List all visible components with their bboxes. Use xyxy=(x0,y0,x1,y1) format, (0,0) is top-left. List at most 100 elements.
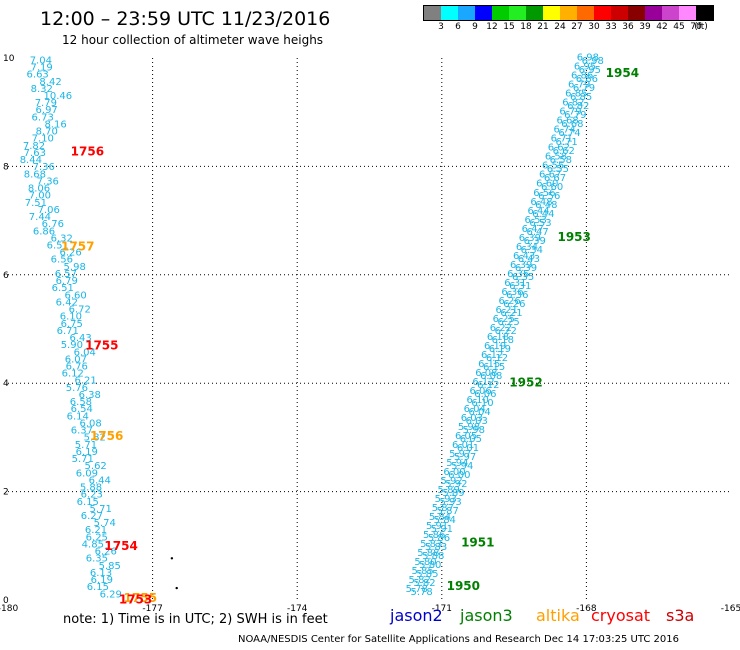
wave-height-mark: 5.78 xyxy=(406,584,428,595)
wave-height-mark: 5.71 xyxy=(72,454,94,465)
wave-height-mark: 8.06 xyxy=(28,184,50,195)
wave-height-mark: 5.91 xyxy=(431,524,453,535)
wave-height-mark: 5.98 xyxy=(463,425,485,436)
wave-height-mark: 8.70 xyxy=(36,127,58,138)
wave-height-mark: 5.71 xyxy=(75,440,97,451)
wave-height-mark: 6.42 xyxy=(56,297,78,308)
wave-height-mark: 6.76 xyxy=(66,362,88,373)
wave-height-mark: 6.25 xyxy=(497,317,519,328)
colorbar-label: 70 xyxy=(690,22,702,32)
wave-height-mark: 6.03 xyxy=(461,413,483,424)
colorbar-label: 3 xyxy=(438,22,444,32)
wave-height-marks: 7.047.196.638.428.3210.467.796.976.738.1… xyxy=(20,53,604,601)
wave-height-mark: 6.95 xyxy=(574,62,596,73)
wave-height-mark: 6.62 xyxy=(553,146,575,157)
wave-height-mark: 6.62 xyxy=(548,143,570,154)
wave-height-mark: 5.94 xyxy=(451,461,473,472)
wave-height-mark: 6.37 xyxy=(71,426,93,437)
wave-height-mark: 6.25 xyxy=(86,532,108,543)
wave-height-mark: 8.44 xyxy=(20,155,42,166)
y-tick-label: 10 xyxy=(3,54,15,64)
wave-height-mark: 7.51 xyxy=(25,198,47,209)
wave-height-mark: 5.82 xyxy=(413,578,435,589)
colorbar-swatch xyxy=(543,6,560,20)
colorbar-swatch xyxy=(458,6,475,20)
wave-height-mark: 6.29 xyxy=(100,589,122,600)
wave-height-mark: 6.43 xyxy=(518,254,540,265)
time-stamp-label: 1951 xyxy=(461,535,494,549)
legend-item-jason3: jason3 xyxy=(460,606,513,625)
wave-height-mark: 6.04 xyxy=(464,404,486,415)
wave-height-mark: 6.82 xyxy=(567,101,589,112)
wave-height-mark: 6.13 xyxy=(90,568,112,579)
wave-height-mark: 5.74 xyxy=(94,518,116,529)
y-tick-label: 0 xyxy=(3,596,9,606)
wave-height-mark: 6.43 xyxy=(70,333,92,344)
wave-height-mark: 6.85 xyxy=(565,89,587,100)
wave-height-mark: 6.35 xyxy=(512,272,534,283)
time-stamp-label: 1952 xyxy=(509,375,542,389)
wave-height-mark: 6.51 xyxy=(52,283,74,294)
colorbar-swatch xyxy=(594,6,611,20)
colorbar-label: 12 xyxy=(486,22,498,32)
wave-height-mark: 6.10 xyxy=(467,395,489,406)
wave-height-mark: 6.58 xyxy=(545,152,567,163)
wave-height-mark: 7.06 xyxy=(38,205,60,216)
wave-height-mark: 6.56 xyxy=(533,188,555,199)
wave-height-mark: 6.48 xyxy=(535,200,557,211)
wave-height-mark: 6.73 xyxy=(32,112,54,123)
colorbar-label: 33 xyxy=(605,22,617,32)
wave-height-mark: 6.04 xyxy=(74,347,96,358)
wave-height-mark: 7.63 xyxy=(24,148,46,159)
wave-height-mark: 6.19 xyxy=(91,575,113,586)
wave-height-mark: 6.31 xyxy=(504,278,526,289)
wave-height-mark: 5.85 xyxy=(416,569,438,580)
colorbar-unit: (ft) xyxy=(694,22,708,32)
wave-height-mark: 6.56 xyxy=(51,255,73,266)
wave-height-mark: 6.18 xyxy=(492,335,514,346)
wave-height-mark: 6.09 xyxy=(76,468,98,479)
wave-height-mark: 6.82 xyxy=(562,98,584,109)
time-stamp-label: 1950 xyxy=(447,579,480,593)
wave-height-mark: 5.98 xyxy=(458,422,480,433)
colorbar-label: 18 xyxy=(520,22,532,32)
time-stamp-label: 1755 xyxy=(85,339,118,353)
wave-height-mark: 5.97 xyxy=(449,449,471,460)
wave-height-mark: 7.10 xyxy=(32,134,54,145)
wave-height-mark: 5.90 xyxy=(61,340,83,351)
y-tick-label: 2 xyxy=(3,488,9,498)
time-stamp-label: 1755 xyxy=(124,591,157,605)
wave-height-mark: 6.34 xyxy=(516,242,538,253)
wave-height-mark: 6.07 xyxy=(65,354,87,365)
colorbar-swatch xyxy=(424,6,441,20)
colorbar-swatch xyxy=(475,6,492,20)
colorbar-swatch xyxy=(611,6,628,20)
wave-height-mark: 6.97 xyxy=(36,105,58,116)
wave-height-mark: 6.57 xyxy=(55,269,77,280)
colorbar-label: 42 xyxy=(656,22,668,32)
time-stamp-label: 1753 xyxy=(119,592,152,606)
wave-height-mark: 6.44 xyxy=(532,209,554,220)
wave-height-mark: 5.86 xyxy=(423,530,445,541)
data-dot xyxy=(175,586,178,590)
colorbar-swatch xyxy=(628,6,645,20)
wave-height-mark: 6.79 xyxy=(573,83,595,94)
wave-height-mark: 6.74 xyxy=(558,128,580,139)
wave-height-mark: 6.53 xyxy=(525,215,547,226)
wave-height-mark: 7.36 xyxy=(37,176,59,187)
wave-height-mark: 6.53 xyxy=(529,218,551,229)
wave-height-mark: 6.71 xyxy=(57,326,79,337)
wave-height-mark: 6.31 xyxy=(509,281,531,292)
wave-height-mark: 6.04 xyxy=(468,407,490,418)
wave-height-mark: 6.71 xyxy=(551,134,573,145)
wave-height-mark: 6.79 xyxy=(559,107,581,118)
wave-height-mark: 6.06 xyxy=(469,386,491,397)
wave-height-mark: 6.05 xyxy=(455,431,477,442)
wave-height-mark: 5.93 xyxy=(435,494,457,505)
colorbar-swatch xyxy=(577,6,594,20)
wave-height-mark: 6.98 xyxy=(577,53,599,64)
time-stamp-label: 1954 xyxy=(606,66,639,80)
wave-height-mark: 5.92 xyxy=(445,479,467,490)
colorbar-swatch xyxy=(662,6,679,20)
wave-height-mark: 6.26 xyxy=(503,299,525,310)
